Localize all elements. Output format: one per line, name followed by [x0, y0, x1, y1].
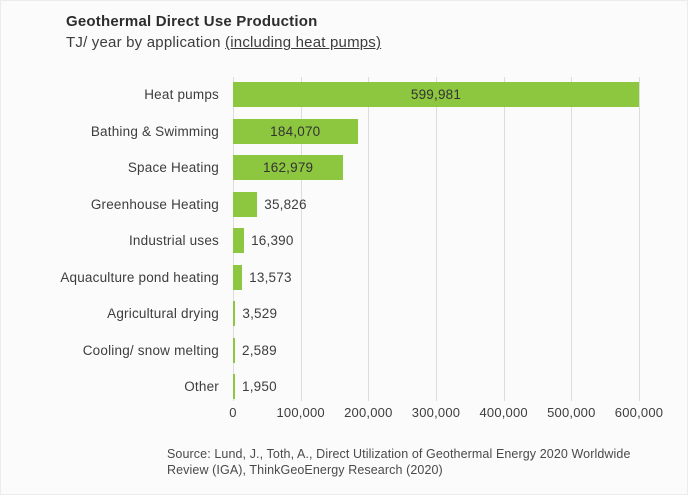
x-axis-tick-label: 300,000 [411, 405, 461, 420]
bar: 599,981 [233, 82, 639, 107]
bar: 184,070 [233, 118, 358, 144]
gridline [503, 77, 505, 401]
chart-subtitle-prefix: TJ/ year by application [66, 34, 226, 51]
value-label: 35,826 [264, 196, 307, 212]
gridline [368, 77, 370, 401]
value-label: 184,070 [270, 123, 321, 139]
value-label: 3,529 [242, 306, 278, 321]
source-line-2: Review (IGA), ThinkGeoEnergy Research (2… [167, 463, 443, 477]
value-label: 2,589 [242, 342, 277, 358]
x-axis-tick-label: 600,000 [614, 405, 664, 420]
category-label: Other [184, 379, 219, 394]
category-label: Heat pumps [144, 87, 219, 102]
x-axis: 0 100,000 200,000 300,000 400,000 500,000 600,… [229, 405, 663, 423]
category-label: Greenhouse Heating [90, 196, 219, 212]
x-axis-tick-label: 200,000 [344, 405, 393, 420]
category-label: Space Heating [127, 160, 219, 175]
chart-subtitle-emphasis: (including heat pumps) [225, 34, 382, 51]
category-label: Aquaculture pond heating [60, 269, 219, 285]
gridline [436, 77, 437, 401]
chart-title: Geothermal Direct Use Production [66, 13, 318, 30]
bar [233, 337, 235, 363]
chart-header: Geothermal Direct Use Production TJ/ yea… [66, 13, 381, 51]
x-axis-tick-label: 100,000 [276, 405, 325, 420]
gridline [300, 77, 302, 401]
value-label: 16,390 [251, 233, 294, 248]
category-label: Cooling/ snow melting [82, 342, 219, 358]
bar [233, 228, 245, 253]
category-label: Industrial uses [128, 233, 219, 248]
bar [233, 191, 258, 217]
source-line-1: Source: Lund, J., Toth, A., Direct Utili… [167, 447, 631, 461]
gridline [639, 77, 640, 401]
gridline [571, 77, 573, 401]
value-label: 599,981 [410, 87, 462, 102]
category-label: Bathing & Swimming [90, 123, 219, 139]
source-note: Source: Lund, J., Toth, A., Direct Utili… [167, 446, 631, 478]
chart-subtitle: TJ/ year by application (including heat … [66, 34, 381, 51]
plot-area: 599,981 184,070 162,979 35,826 16,390 13,573 3… [233, 77, 640, 401]
x-axis-tick-label: 400,000 [479, 405, 528, 420]
bar [233, 301, 236, 326]
category-label: Agricultural drying [107, 306, 219, 321]
category-labels: Heat pumps Bathing & Swimming Space Heatin… [1, 77, 226, 401]
value-label: 1,950 [242, 379, 277, 394]
value-label: 162,979 [263, 160, 314, 175]
x-axis-tick-label: 500,000 [547, 405, 596, 420]
x-axis-tick-label: 0 [229, 405, 237, 420]
bar: 162,979 [233, 155, 344, 180]
bar [233, 264, 243, 290]
bar [233, 374, 235, 399]
value-label: 13,573 [249, 269, 292, 285]
